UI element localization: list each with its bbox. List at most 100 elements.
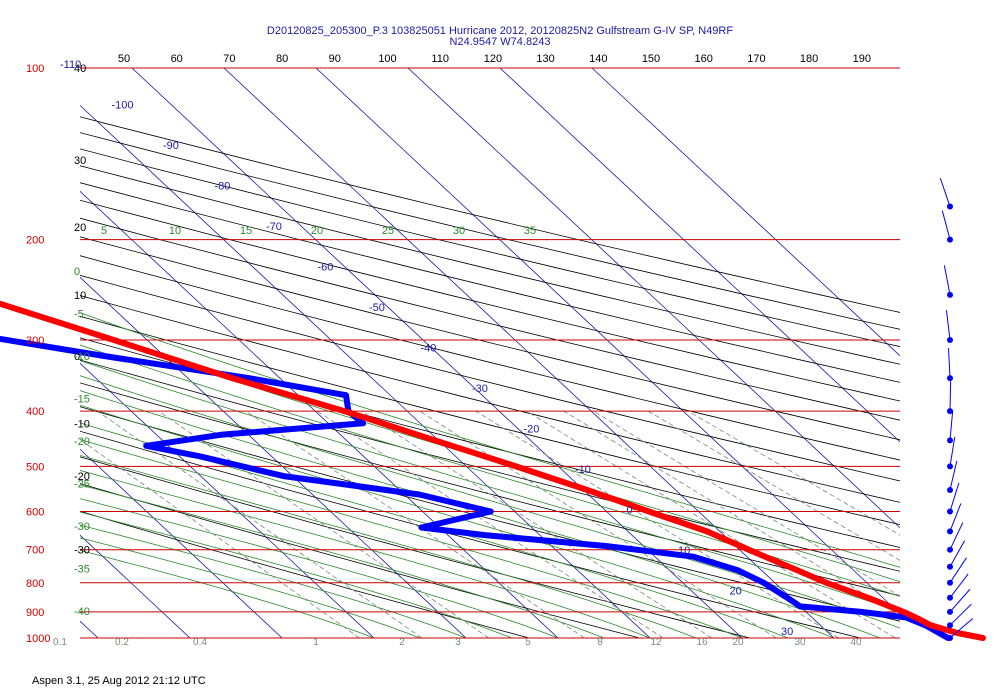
isotherm-line bbox=[223, 68, 835, 638]
mixing-ratio-label: 2 bbox=[399, 637, 405, 648]
dry-adiabat-line bbox=[80, 456, 750, 638]
mixing-ratio-label: 20 bbox=[732, 637, 744, 648]
left-isotherm-label: 10 bbox=[74, 290, 86, 302]
mixing-ratio-label: 16 bbox=[696, 637, 708, 648]
moist-adiabat-label: -30 bbox=[74, 521, 90, 533]
mixing-ratio-line bbox=[648, 410, 900, 561]
dry-adiabat-line bbox=[80, 430, 861, 638]
mixing-ratio-line bbox=[419, 410, 777, 638]
mixing-ratio-line bbox=[688, 410, 900, 536]
top-tick-label: 180 bbox=[800, 53, 818, 65]
top-tick-label: 100 bbox=[378, 53, 396, 65]
wind-barb-shaft bbox=[949, 503, 962, 532]
mixing-ratio-label: 8 bbox=[597, 637, 603, 648]
moist-adiabat-label: -10 bbox=[74, 351, 90, 363]
moist-adiabat-line bbox=[80, 344, 900, 597]
moist-adiabat-line bbox=[80, 454, 697, 638]
left-isotherm-label: -20 bbox=[74, 471, 90, 483]
dry-adiabat-line bbox=[80, 116, 900, 313]
isotherm-value-label: -100 bbox=[112, 100, 134, 112]
wind-barb-shaft bbox=[943, 265, 951, 295]
mixing-ratio-line bbox=[158, 410, 489, 638]
isotherm-value-label: 20 bbox=[730, 586, 742, 598]
pressure-tick-label: 300 bbox=[26, 335, 44, 347]
top-tick-label: 120 bbox=[484, 53, 502, 65]
top-tick-label: 90 bbox=[329, 53, 341, 65]
isotherm-value-label: -80 bbox=[215, 181, 231, 193]
pressure-tick-label: 800 bbox=[26, 578, 44, 590]
profiles bbox=[0, 300, 986, 641]
dry-adiabat-line bbox=[80, 295, 900, 503]
left-isotherm-label: 0 bbox=[74, 351, 80, 363]
isotherm-value-label: -10 bbox=[575, 464, 591, 476]
wind-barb-shaft bbox=[948, 348, 951, 379]
isotherm-line bbox=[80, 104, 651, 638]
wind-barb-shaft bbox=[949, 573, 969, 599]
wind-barb-shaft bbox=[949, 618, 974, 639]
moist-adiabat-label: -20 bbox=[74, 436, 90, 448]
moist-adiabat-label: -40 bbox=[74, 606, 90, 618]
mixing-ratio-label: 0.4 bbox=[193, 637, 207, 648]
mixing-ratio-label: 0.1 bbox=[53, 637, 67, 648]
isotherm-value-label: -90 bbox=[163, 140, 179, 152]
left-isotherm-label: -30 bbox=[74, 545, 90, 557]
pressure-tick-label: 700 bbox=[26, 545, 44, 557]
moist-adiabat-label: -25 bbox=[74, 479, 90, 491]
moist-adiabat-line bbox=[80, 484, 605, 638]
pressure-tick-label: 1000 bbox=[26, 633, 50, 645]
top-tick-label: 160 bbox=[695, 53, 713, 65]
wind-barb-shaft bbox=[949, 540, 966, 568]
mixing-ratio-label: 1 bbox=[313, 637, 319, 648]
mixing-ratio-line bbox=[475, 410, 839, 638]
pressure-tick-label: 500 bbox=[26, 461, 44, 473]
adiabat-label: 20 bbox=[311, 225, 323, 237]
dry-adiabat-line bbox=[80, 255, 900, 461]
dry-adiabat-line bbox=[80, 359, 900, 572]
pressure-tick-label: 900 bbox=[26, 607, 44, 619]
moist-adiabat-line bbox=[80, 470, 651, 638]
isotherm-line bbox=[80, 190, 559, 638]
top-tick-label: 70 bbox=[223, 53, 235, 65]
top-tick-label: 50 bbox=[118, 53, 130, 65]
moist-adiabat-label: 0 bbox=[74, 266, 80, 278]
isotherm-value-label: -30 bbox=[472, 383, 488, 395]
left-isotherm-label: 40 bbox=[74, 63, 86, 75]
dry-adiabat-line bbox=[80, 217, 900, 421]
wind-barb-shaft bbox=[949, 522, 964, 550]
isotherm-value-label: -50 bbox=[369, 302, 385, 314]
mixing-ratio-label: 3 bbox=[455, 637, 461, 648]
wind-barb-shaft bbox=[939, 177, 951, 207]
moist-adiabat-line bbox=[80, 549, 375, 638]
wind-barb-shaft bbox=[945, 310, 951, 341]
isotherm-line bbox=[591, 68, 900, 357]
isotherm-value-label: -20 bbox=[524, 424, 540, 436]
wind-barb-shaft bbox=[949, 410, 954, 441]
dry-adiabat-line bbox=[80, 274, 900, 482]
moist-adiabat-line bbox=[80, 537, 421, 638]
dewpoint-profile bbox=[0, 335, 952, 641]
chart-title: D20120825_205300_P.3 103825051 Hurricane… bbox=[267, 25, 733, 37]
moist-adiabat-label: -15 bbox=[74, 394, 90, 406]
moist-adiabat-label: -35 bbox=[74, 564, 90, 576]
top-tick-label: 80 bbox=[276, 53, 288, 65]
mixing-ratio-label: 5 bbox=[525, 637, 531, 648]
isotherm-value-label: 0 bbox=[627, 505, 633, 517]
adiabat-label: 5 bbox=[101, 225, 107, 237]
wind-barb-shaft bbox=[949, 436, 956, 467]
top-tick-label: 150 bbox=[642, 53, 660, 65]
mixing-ratio-line bbox=[361, 410, 712, 638]
moist-adiabat-line bbox=[80, 524, 467, 638]
dry-adiabat-line bbox=[80, 236, 900, 441]
mixing-ratio-line bbox=[593, 410, 900, 597]
left-isotherm-label: -10 bbox=[74, 418, 90, 430]
wind-barb-shaft bbox=[949, 603, 972, 626]
top-tick-label: 170 bbox=[747, 53, 765, 65]
dry-adiabat-line bbox=[80, 510, 530, 638]
chart-subtitle: N24.9547 W74.8243 bbox=[450, 36, 551, 48]
dry-adiabat-line bbox=[80, 337, 900, 548]
moist-adiabat-line bbox=[80, 328, 900, 583]
dry-adiabat-line bbox=[80, 382, 900, 597]
pressure-tick-label: 600 bbox=[26, 507, 44, 519]
isotherm-value-label: 30 bbox=[781, 626, 793, 638]
